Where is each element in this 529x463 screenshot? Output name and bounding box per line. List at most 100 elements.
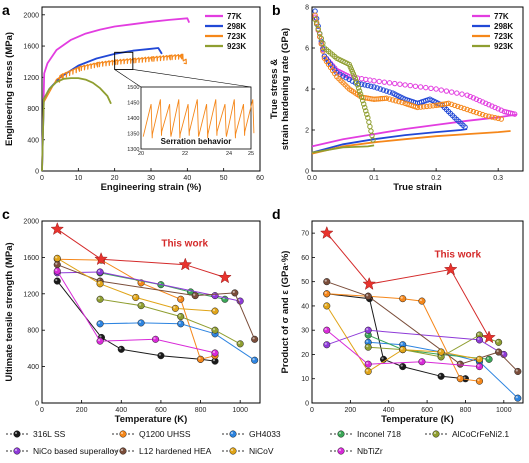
hardening-point bbox=[362, 104, 368, 111]
y-tick-label-d: 20 bbox=[301, 352, 309, 359]
x-tick-label-a: 10 bbox=[74, 175, 82, 182]
hardening-point bbox=[386, 80, 393, 86]
this-work-star bbox=[482, 330, 496, 344]
y-tick-label-a: 0 bbox=[35, 169, 39, 176]
y-tick-label-c: 1200 bbox=[23, 291, 39, 298]
plot-frame-c bbox=[41, 220, 261, 404]
legend-label-a: 723K bbox=[227, 32, 246, 41]
legend-item: L12 hardened HEA bbox=[112, 446, 212, 456]
marker-point bbox=[337, 430, 345, 438]
hardening-point bbox=[473, 109, 480, 116]
marker-highlight bbox=[477, 357, 480, 360]
inset-frame-a bbox=[140, 86, 252, 150]
hardening-point bbox=[380, 87, 387, 93]
hardening-point bbox=[399, 99, 405, 106]
this-work-star bbox=[319, 225, 334, 239]
y-tick-label-a: 1600 bbox=[23, 44, 39, 51]
hardening-point bbox=[464, 106, 470, 113]
marker-highlight bbox=[477, 364, 480, 367]
legend-label-b: 77K bbox=[494, 12, 509, 21]
marker-point bbox=[119, 447, 127, 455]
hardening-point bbox=[315, 26, 321, 32]
x-tick-label-d: 1000 bbox=[496, 407, 512, 414]
hardening-point bbox=[476, 97, 483, 104]
marker-highlight bbox=[477, 337, 480, 341]
marker-highlight bbox=[477, 332, 480, 336]
inset-y-tick-label: 1450 bbox=[127, 101, 139, 107]
hardening-point bbox=[483, 112, 489, 119]
hardening-point bbox=[476, 110, 483, 117]
marker-point bbox=[364, 326, 372, 334]
hardening-point bbox=[355, 85, 362, 91]
hardening-point bbox=[467, 107, 473, 114]
marker-point bbox=[323, 326, 331, 334]
marker-point bbox=[211, 292, 219, 300]
hardening-point bbox=[495, 106, 501, 112]
panels: 0 10 20 30 40 50 600400800120016002000Engineer… bbox=[4, 5, 524, 425]
marker-highlight bbox=[366, 340, 369, 343]
plot-frame-d bbox=[311, 220, 524, 404]
this-work-star bbox=[178, 257, 193, 271]
hardening-point bbox=[417, 104, 424, 110]
marker-highlight bbox=[400, 296, 403, 299]
hardening-point bbox=[489, 103, 495, 109]
hardening-point bbox=[438, 87, 444, 93]
inset-x-tick-label: 22 bbox=[182, 151, 188, 157]
hardening-point bbox=[374, 85, 380, 91]
hardening-point bbox=[464, 92, 470, 98]
hardening-point bbox=[365, 82, 371, 89]
x-tick-label-d: 800 bbox=[460, 407, 472, 414]
this-work-line bbox=[57, 228, 226, 278]
y-tick-label-a: 800 bbox=[27, 106, 39, 113]
marker-point bbox=[229, 447, 237, 455]
marker-highlight bbox=[230, 431, 234, 435]
legend-label: NbTiZr bbox=[357, 446, 383, 456]
x-tick-label-c: 400 bbox=[115, 407, 127, 414]
marker-highlight bbox=[178, 321, 181, 324]
marker-point bbox=[251, 356, 259, 364]
legend-item: GH4033 bbox=[222, 429, 281, 439]
hardening-point bbox=[362, 82, 368, 88]
hardening-point bbox=[443, 100, 450, 107]
marker-point bbox=[53, 277, 61, 285]
hardening-series-b-923K bbox=[312, 16, 376, 143]
hardening-point bbox=[381, 79, 388, 85]
hardening-point bbox=[367, 123, 373, 130]
marker-highlight bbox=[477, 379, 480, 382]
y-tick-label-c: 0 bbox=[35, 401, 39, 408]
marker-highlight bbox=[97, 339, 101, 342]
hardening-point bbox=[407, 82, 413, 89]
hardening-point bbox=[455, 103, 461, 110]
axes-d: 0 200 400 600 800 1000 0 10 20 30 40 50 60 70 Temperat… bbox=[301, 220, 524, 425]
marker-point bbox=[364, 343, 372, 351]
marker-highlight bbox=[419, 298, 423, 302]
marker-highlight bbox=[178, 314, 181, 317]
marker-highlight bbox=[324, 291, 327, 294]
this-work-label-c: This work bbox=[161, 238, 208, 249]
zoom-connector-a bbox=[132, 69, 252, 88]
hardening-point bbox=[393, 98, 399, 104]
hardening-series-b-298K bbox=[312, 8, 468, 130]
y-tick-label-d: 70 bbox=[301, 231, 309, 238]
marker-point bbox=[475, 355, 484, 363]
x-tick-label-c: 600 bbox=[155, 407, 167, 414]
marker-highlight bbox=[99, 335, 102, 338]
marker-highlight bbox=[496, 340, 499, 343]
hardening-point bbox=[359, 97, 366, 104]
legend-label: 316L SS bbox=[33, 429, 66, 439]
series-line bbox=[326, 329, 505, 355]
legend-label: NiCoV bbox=[249, 446, 274, 456]
y-tick-label-b: 2 bbox=[305, 128, 309, 135]
hardening-point bbox=[470, 108, 477, 115]
hardening-point bbox=[368, 83, 374, 89]
marker-point bbox=[337, 447, 345, 455]
marker-point bbox=[157, 352, 165, 360]
marker-point bbox=[475, 363, 484, 371]
marker-point bbox=[96, 320, 104, 328]
y-axis-label-b-line2: strain hardening rate (GPa) bbox=[280, 28, 291, 150]
hardening-point bbox=[486, 113, 492, 120]
legend-label: Inconel 718 bbox=[357, 429, 401, 439]
inset-x-tick-label: 20 bbox=[138, 151, 144, 157]
marker-point bbox=[495, 348, 503, 356]
panel-label-d: d bbox=[272, 206, 281, 222]
